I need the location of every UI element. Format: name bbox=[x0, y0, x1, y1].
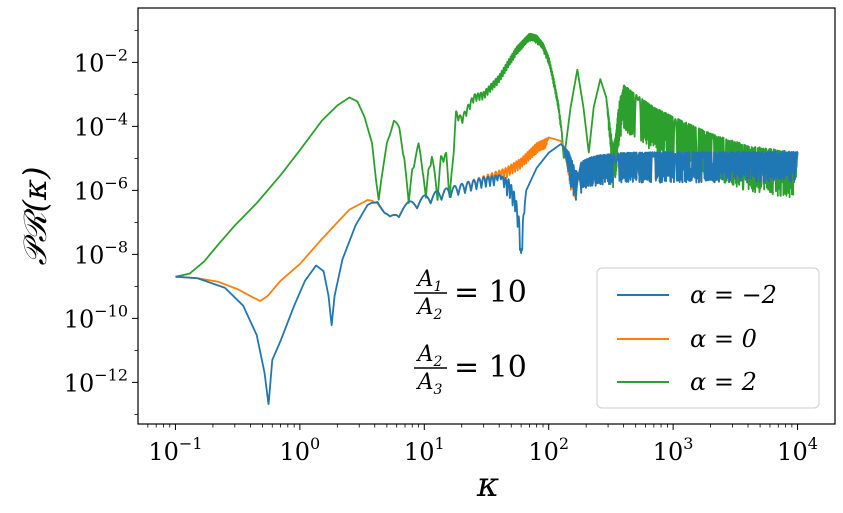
x-tick-base: 10 bbox=[148, 438, 179, 466]
y-tick-exponent: −6 bbox=[104, 173, 128, 192]
series-layer bbox=[174, 32, 799, 405]
y-tick-label: 10−8 bbox=[74, 237, 128, 269]
y-tick-label: 10−4 bbox=[74, 109, 128, 141]
y-tick-base: 10 bbox=[74, 49, 105, 77]
annotation-1-numerator: A1 bbox=[416, 267, 443, 295]
legend: α = −2 α = 0 α = 2 bbox=[596, 267, 820, 409]
x-tick-label: 100 bbox=[280, 434, 321, 466]
x-tick-exponent: −1 bbox=[179, 434, 203, 453]
y-tick-base: 10 bbox=[74, 177, 105, 205]
legend-label-alpha-2: α = 2 bbox=[690, 368, 757, 396]
y-tick-base: 10 bbox=[64, 369, 95, 397]
y-tick-label: 10−2 bbox=[74, 45, 128, 77]
x-tick-base: 10 bbox=[777, 438, 808, 466]
x-tick-base: 10 bbox=[653, 438, 684, 466]
y-tick-exponent: −12 bbox=[94, 365, 128, 384]
y-tick-base: 10 bbox=[64, 305, 95, 333]
annotation-ratio-1: A1 A2 = 10 bbox=[414, 267, 527, 323]
x-tick-exponent: 0 bbox=[310, 434, 320, 453]
x-axis-title: κ bbox=[476, 465, 499, 505]
annotation-1-denominator: A2 bbox=[416, 295, 443, 323]
annotation-2-rhs: = 10 bbox=[454, 350, 527, 385]
x-tick-exponent: 2 bbox=[559, 434, 569, 453]
y-tick-base: 10 bbox=[74, 113, 105, 141]
annotation-2-numerator: A2 bbox=[416, 342, 443, 370]
annotation-1-rhs: = 10 bbox=[454, 275, 527, 310]
y-tick-label: 10−6 bbox=[74, 173, 128, 205]
x-tick-exponent: 4 bbox=[808, 434, 818, 453]
x-tick-label: 102 bbox=[528, 434, 569, 466]
legend-box bbox=[596, 267, 820, 409]
y-tick-exponent: −4 bbox=[104, 109, 128, 128]
legend-label-alpha-0: α = 0 bbox=[690, 325, 757, 353]
plot-frame bbox=[137, 7, 836, 425]
y-tick-base: 10 bbox=[74, 241, 105, 269]
legend-label-alpha-neg2: α = −2 bbox=[690, 281, 777, 309]
x-tick-label: 104 bbox=[777, 434, 818, 466]
annotation-2-denominator: A3 bbox=[416, 370, 443, 398]
annotation-ratio-2: A2 A3 = 10 bbox=[414, 342, 527, 398]
y-tick-label: 10−10 bbox=[64, 301, 128, 333]
x-tick-base: 10 bbox=[280, 438, 311, 466]
x-tick-exponent: 3 bbox=[683, 434, 693, 453]
y-tick-label: 10−12 bbox=[64, 365, 128, 397]
y-axis-title: 𝒫ℛ(κ) bbox=[16, 167, 54, 266]
x-tick-base: 10 bbox=[528, 438, 559, 466]
y-tick-exponent: −8 bbox=[104, 237, 128, 256]
x-tick-label: 103 bbox=[653, 434, 694, 466]
x-tick-base: 10 bbox=[404, 438, 435, 466]
x-tick-label: 101 bbox=[404, 434, 445, 466]
tick-layer: 10−1 100 101 102 103 10410−1210−1010−810−610−… bbox=[64, 29, 818, 466]
y-tick-exponent: −10 bbox=[94, 301, 128, 320]
series-line-alpha-neg2 bbox=[174, 143, 799, 405]
y-tick-exponent: −2 bbox=[104, 45, 128, 64]
x-tick-exponent: 1 bbox=[434, 434, 444, 453]
x-tick-label: 10−1 bbox=[148, 434, 202, 466]
